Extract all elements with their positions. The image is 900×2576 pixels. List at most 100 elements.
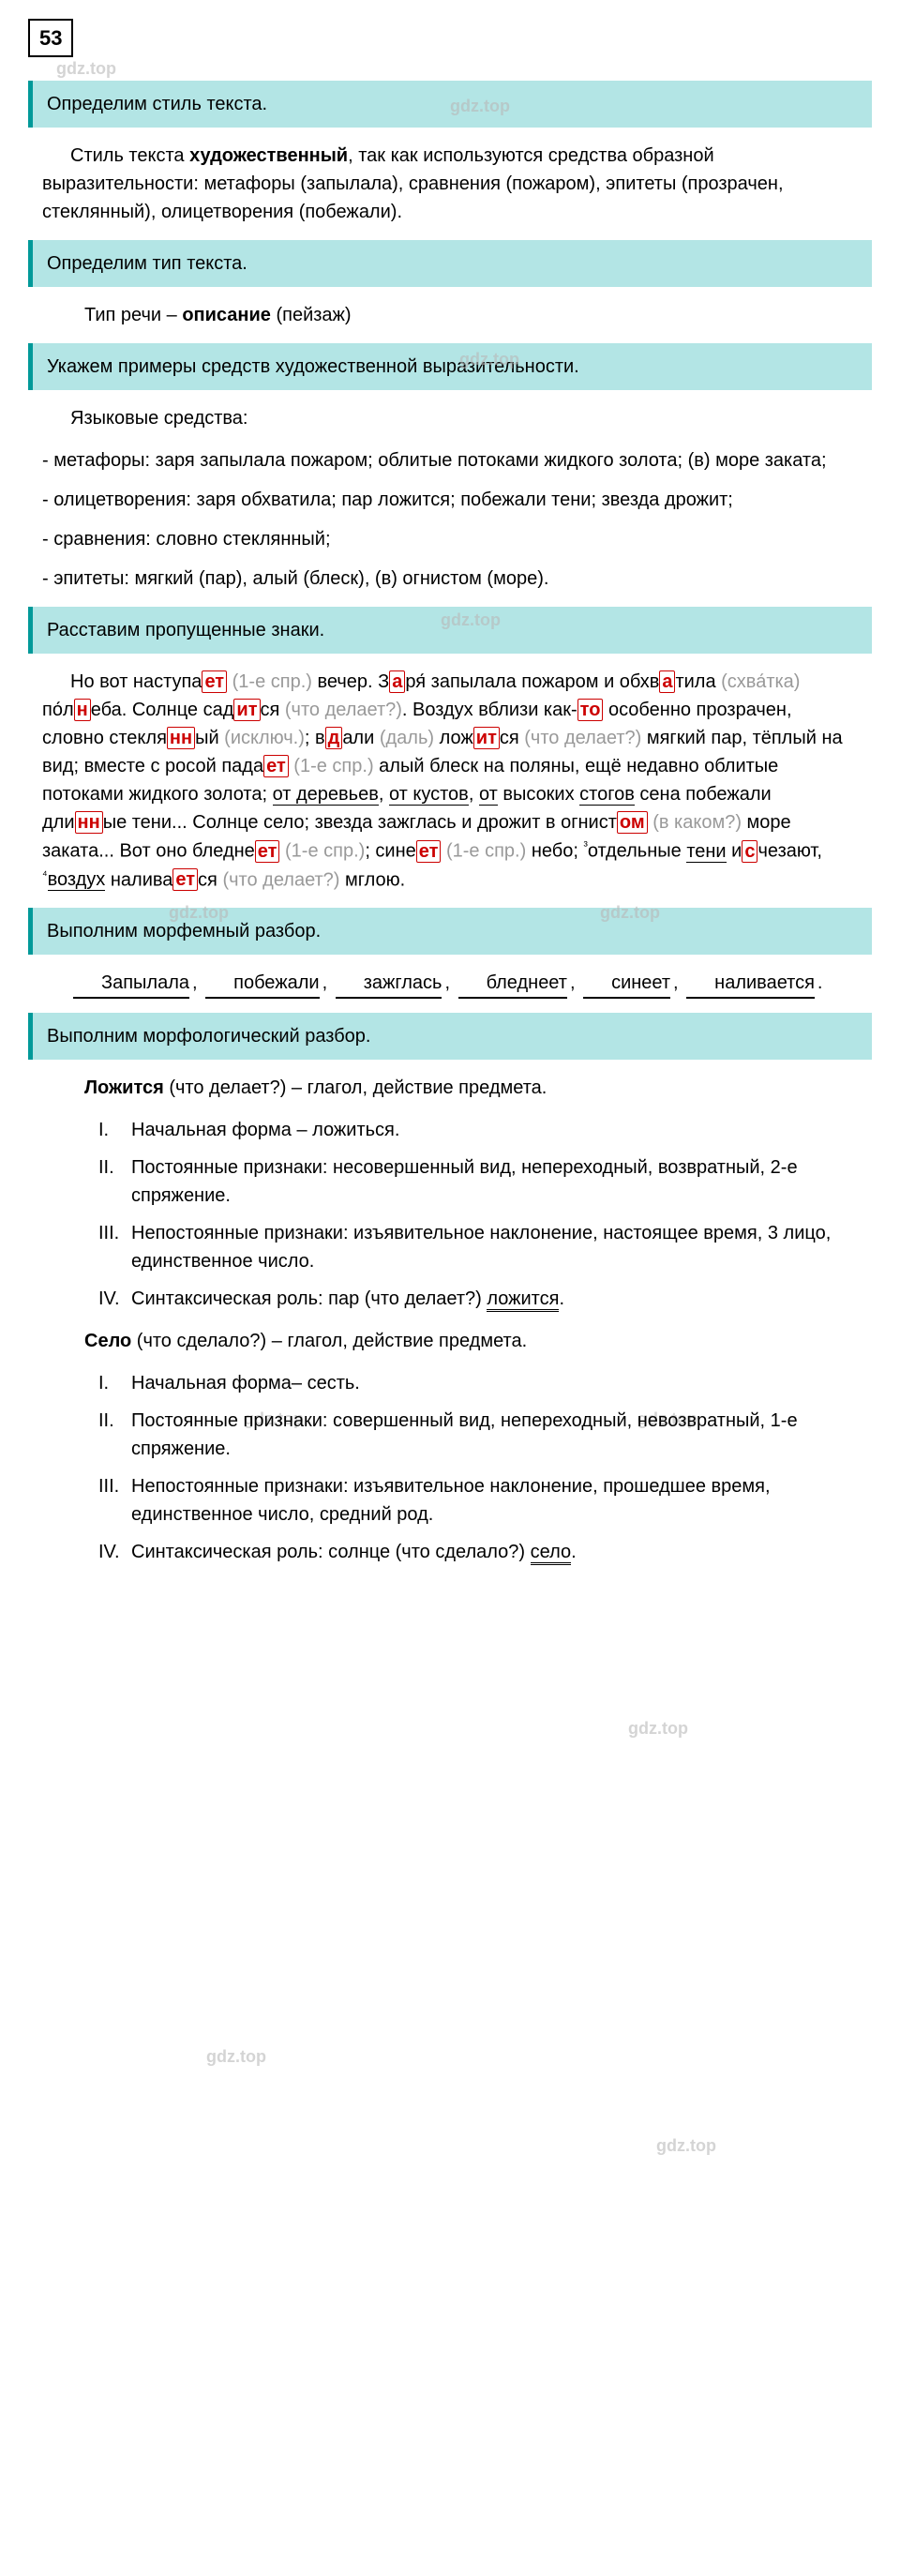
- section-header-style: Определим стиль текста.: [28, 81, 872, 128]
- text: отдельные: [588, 841, 687, 862]
- roman-numeral: I.: [98, 1369, 131, 1397]
- morpheme-word: бледнеет: [458, 969, 567, 999]
- text: (что делает?): [164, 1077, 287, 1098]
- text: ,: [469, 784, 479, 805]
- underlined-text: от деревьев: [273, 784, 379, 806]
- gray-note: (даль): [374, 728, 434, 748]
- watermark: gdz.top: [56, 56, 116, 82]
- highlighted-letter: нн: [167, 727, 195, 749]
- watermark: gdz.top: [206, 2044, 266, 2070]
- text: (что сделало?): [131, 1331, 266, 1351]
- text: ся: [500, 728, 519, 748]
- section-header-morphological: Выполним морфологический разбор.: [28, 1013, 872, 1060]
- paragraph-type: Тип речи – описание (пейзаж): [28, 301, 872, 329]
- text: по́л: [42, 700, 74, 720]
- section-header-type: Определим тип текста.: [28, 240, 872, 287]
- text: вечер. З: [312, 671, 389, 692]
- roman-numeral: III.: [98, 1472, 131, 1500]
- roman-numeral: IV.: [98, 1285, 131, 1313]
- text: небо;: [526, 841, 583, 862]
- paragraph-means-intro: Языковые средства:: [28, 404, 872, 432]
- list-item-metaphor: - метафоры: заря запылала пожаром; облит…: [28, 446, 872, 475]
- text: Но вот наступа: [70, 671, 202, 692]
- text: ся: [261, 700, 280, 720]
- list-item: IV.Синтаксическая роль: пар (что делает?…: [131, 1285, 872, 1313]
- list-item-epithet: - эпитеты: мягкий (пар), алый (блеск), (…: [28, 565, 872, 593]
- text: тила: [675, 671, 715, 692]
- text: али: [342, 728, 374, 748]
- morpheme-list: Запылала, побежали, зажглась, бледнеет, …: [28, 969, 872, 999]
- text: лож: [434, 728, 473, 748]
- underlined-text: стогов: [579, 784, 635, 806]
- text: высоких: [498, 784, 579, 805]
- morpheme-word: зажглась: [336, 969, 442, 999]
- gray-note: (1-е спр.): [289, 756, 374, 776]
- text: Начальная форма– сесть.: [131, 1373, 360, 1393]
- list-item: I.Начальная форма – ложиться.: [131, 1116, 872, 1144]
- superscript: ⁴: [42, 867, 48, 881]
- text: ся: [198, 869, 218, 890]
- text: Синтаксическая роль: пар (что делает?): [131, 1288, 487, 1309]
- text-bold: Село: [84, 1331, 131, 1351]
- text: – глагол, действие предмета.: [266, 1331, 527, 1351]
- text: (пейзаж): [271, 305, 352, 325]
- highlighted-letter: а: [389, 670, 405, 693]
- morph-analysis-1-title: Ложится (что делает?) – глагол, действие…: [28, 1074, 872, 1102]
- morpheme-word: Запылала: [73, 969, 189, 999]
- text: Синтаксическая роль: солнце (что сделало…: [131, 1542, 531, 1562]
- underlined-double: ложится: [487, 1288, 559, 1312]
- gray-note: (что делает?): [279, 700, 402, 720]
- text: еба. Солнце сад: [91, 700, 234, 720]
- highlighted-ending: ит: [473, 727, 500, 749]
- text-bold: описание: [182, 305, 271, 325]
- list-item: IV.Синтаксическая роль: солнце (что сдел…: [131, 1538, 872, 1566]
- gray-note: (в каком?): [648, 812, 742, 833]
- gray-note: (что делает?): [519, 728, 642, 748]
- roman-numeral: III.: [98, 1219, 131, 1247]
- highlighted-letter: д: [325, 727, 343, 749]
- underlined-double: село: [531, 1542, 571, 1565]
- watermark: gdz.top: [656, 2133, 716, 2159]
- section-header-morpheme: Выполним морфемный разбор.: [28, 908, 872, 955]
- text: ,: [379, 784, 389, 805]
- text-bold: художественный: [189, 145, 348, 166]
- list-item: III.Непостоянные признаки: изъявительное…: [131, 1472, 872, 1529]
- gray-note: (1-е спр.): [279, 841, 365, 862]
- text: Непостоянные признаки: изъявительное нак…: [131, 1476, 771, 1525]
- gray-note: (исключ.): [219, 728, 305, 748]
- text: . Воздух вблизи как-: [402, 700, 578, 720]
- underlined-text: тени: [686, 841, 726, 863]
- underlined-text: от кустов: [389, 784, 469, 806]
- text: .: [571, 1542, 577, 1562]
- underlined-text: от: [479, 784, 498, 806]
- text: Стиль текста: [70, 145, 189, 166]
- text: .: [559, 1288, 564, 1309]
- watermark: gdz.top: [628, 1716, 688, 1741]
- morph-analysis-2-title: Село (что сделало?) – глагол, действие п…: [28, 1327, 872, 1355]
- list-item: II.Постоянные признаки: совершенный вид,…: [131, 1407, 872, 1463]
- text: Непостоянные признаки: изъявительное нак…: [131, 1223, 831, 1272]
- morph-analysis-1-list: I.Начальная форма – ложиться. II.Постоян…: [28, 1116, 872, 1313]
- highlighted-ending: ет: [202, 670, 227, 693]
- main-text-paragraph: Но вот наступает (1-е спр.) вечер. Заря́…: [28, 668, 872, 894]
- text: Постоянные признаки: несовершенный вид, …: [131, 1157, 798, 1206]
- text: ; сине: [365, 841, 415, 862]
- section-header-means: Укажем примеры средств художественной вы…: [28, 343, 872, 390]
- text: налива: [105, 869, 172, 890]
- morph-analysis-2-list: I.Начальная форма– сесть. II.Постоянные …: [28, 1369, 872, 1566]
- roman-numeral: I.: [98, 1116, 131, 1144]
- roman-numeral: II.: [98, 1407, 131, 1435]
- text: ые тени... Солнце село; звезда зажглась …: [103, 812, 617, 833]
- morpheme-word: наливается: [686, 969, 815, 999]
- highlighted-ending: ом: [617, 811, 648, 834]
- list-item: III.Непостоянные признаки: изъявительное…: [131, 1219, 872, 1275]
- list-item: I.Начальная форма– сесть.: [131, 1369, 872, 1397]
- highlighted-ending: ет: [255, 840, 280, 863]
- highlighted-ending: ет: [416, 840, 442, 863]
- gray-note: (1-е спр.): [441, 841, 526, 862]
- highlighted-letter: нн: [75, 811, 103, 834]
- text: – глагол, действие предмета.: [286, 1077, 547, 1098]
- highlighted-suffix: то: [578, 699, 604, 721]
- highlighted-letter: н: [74, 699, 91, 721]
- highlighted-ending: ет: [172, 868, 198, 891]
